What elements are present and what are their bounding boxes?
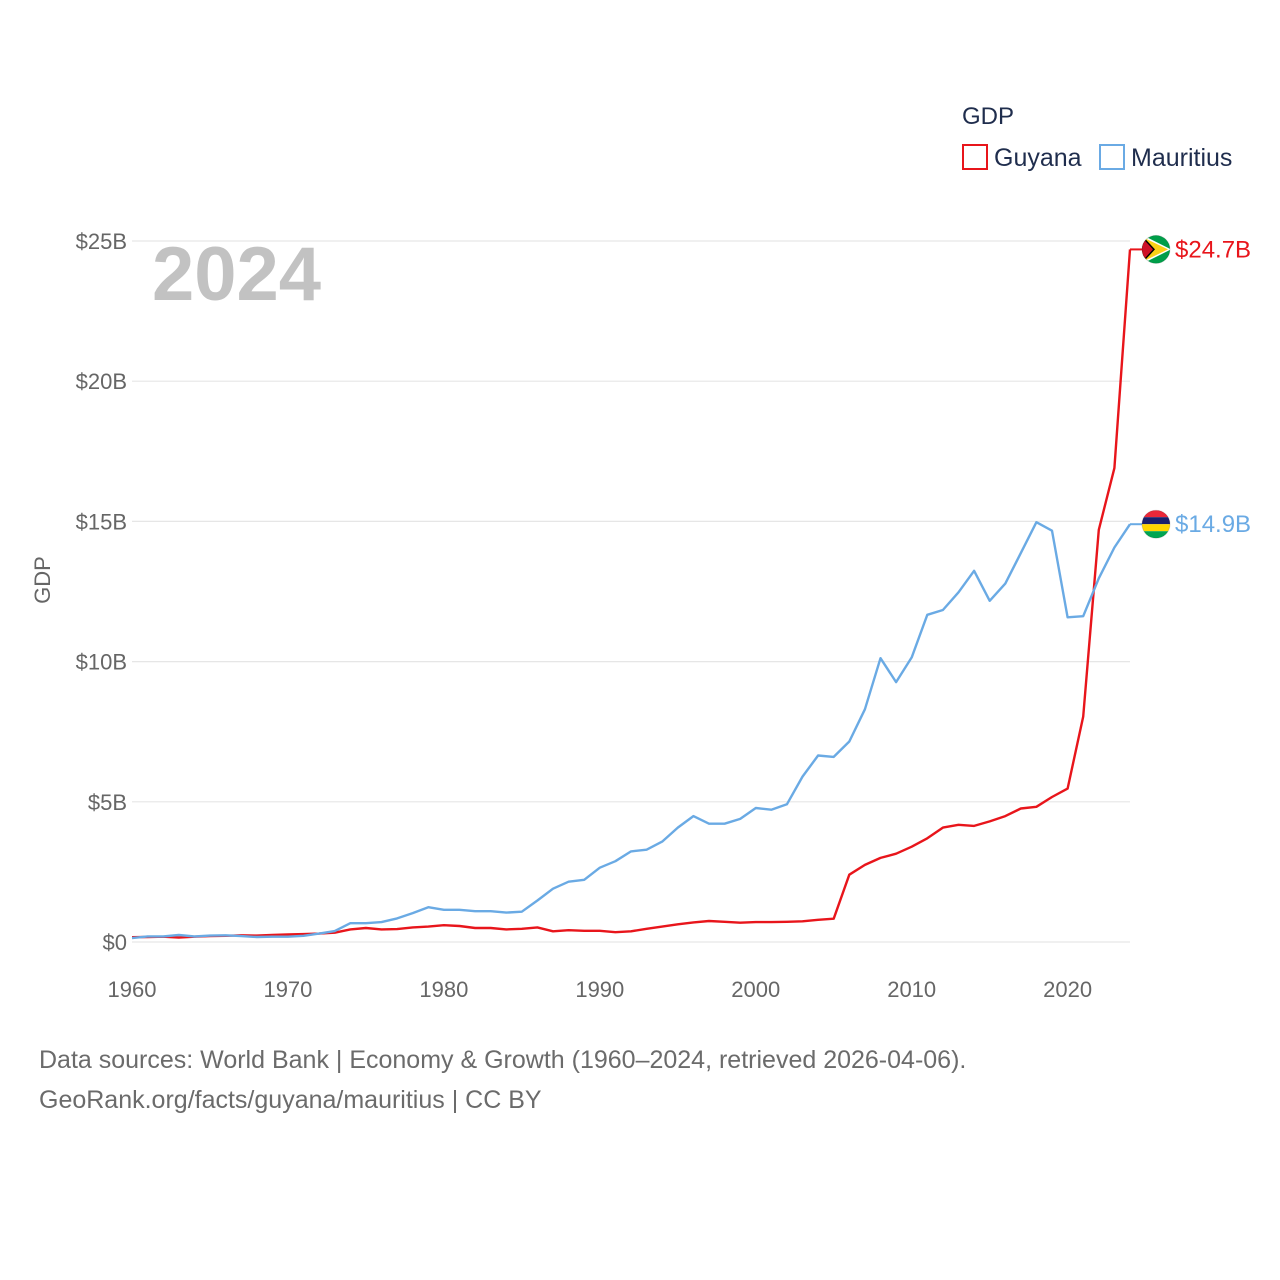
legend-title: GDP — [962, 103, 1014, 130]
year-watermark: 2024 — [152, 232, 321, 317]
legend-label-mauritius: Mauritius — [1131, 144, 1232, 172]
y-axis-title: GDP — [30, 556, 55, 604]
guyana-flag-icon — [1141, 234, 1171, 264]
x-tick-label: 1990 — [575, 977, 624, 1002]
y-axis-ticks: $0 $5B $10B $15B $20B $25B — [76, 229, 127, 955]
footer: Data sources: World Bank | Economy & Gro… — [39, 1040, 966, 1120]
legend-swatch-guyana — [962, 144, 988, 170]
y-tick-label: $20B — [76, 369, 127, 394]
y-tick-label: $10B — [76, 650, 127, 675]
gridlines — [132, 240, 1130, 943]
legend-swatch-mauritius — [1099, 144, 1125, 170]
footer-sources: Data sources: World Bank | Economy & Gro… — [39, 1046, 967, 1074]
y-tick-label: $5B — [88, 790, 127, 815]
footer-link[interactable]: GeoRank.org/facts/guyana/mauritius | CC … — [39, 1086, 542, 1114]
y-tick-label: $25B — [76, 229, 127, 254]
x-tick-label: 1970 — [263, 977, 312, 1002]
legend: GDP Guyana Mauritius — [962, 103, 1232, 172]
mauritius-flag-icon — [1141, 509, 1171, 539]
y-tick-label: $0 — [103, 930, 127, 955]
x-tick-label: 2020 — [1043, 977, 1092, 1002]
series-line-mauritius — [131, 521, 1131, 940]
x-tick-label: 2000 — [731, 977, 780, 1002]
x-axis-ticks: 1960 1970 1980 1990 2000 2010 2020 — [108, 977, 1093, 1002]
x-tick-label: 2010 — [887, 977, 936, 1002]
x-tick-label: 1960 — [108, 977, 157, 1002]
end-value-label-guyana: $24.7B — [1175, 236, 1251, 263]
y-tick-label: $15B — [76, 509, 127, 534]
end-markers: $24.7B $14.9B — [1130, 234, 1251, 539]
series-lines — [131, 249, 1132, 940]
end-value-label-mauritius: $14.9B — [1175, 511, 1251, 538]
legend-label-guyana: Guyana — [994, 144, 1082, 172]
series-line-guyana — [131, 249, 1132, 939]
x-tick-label: 1980 — [419, 977, 468, 1002]
